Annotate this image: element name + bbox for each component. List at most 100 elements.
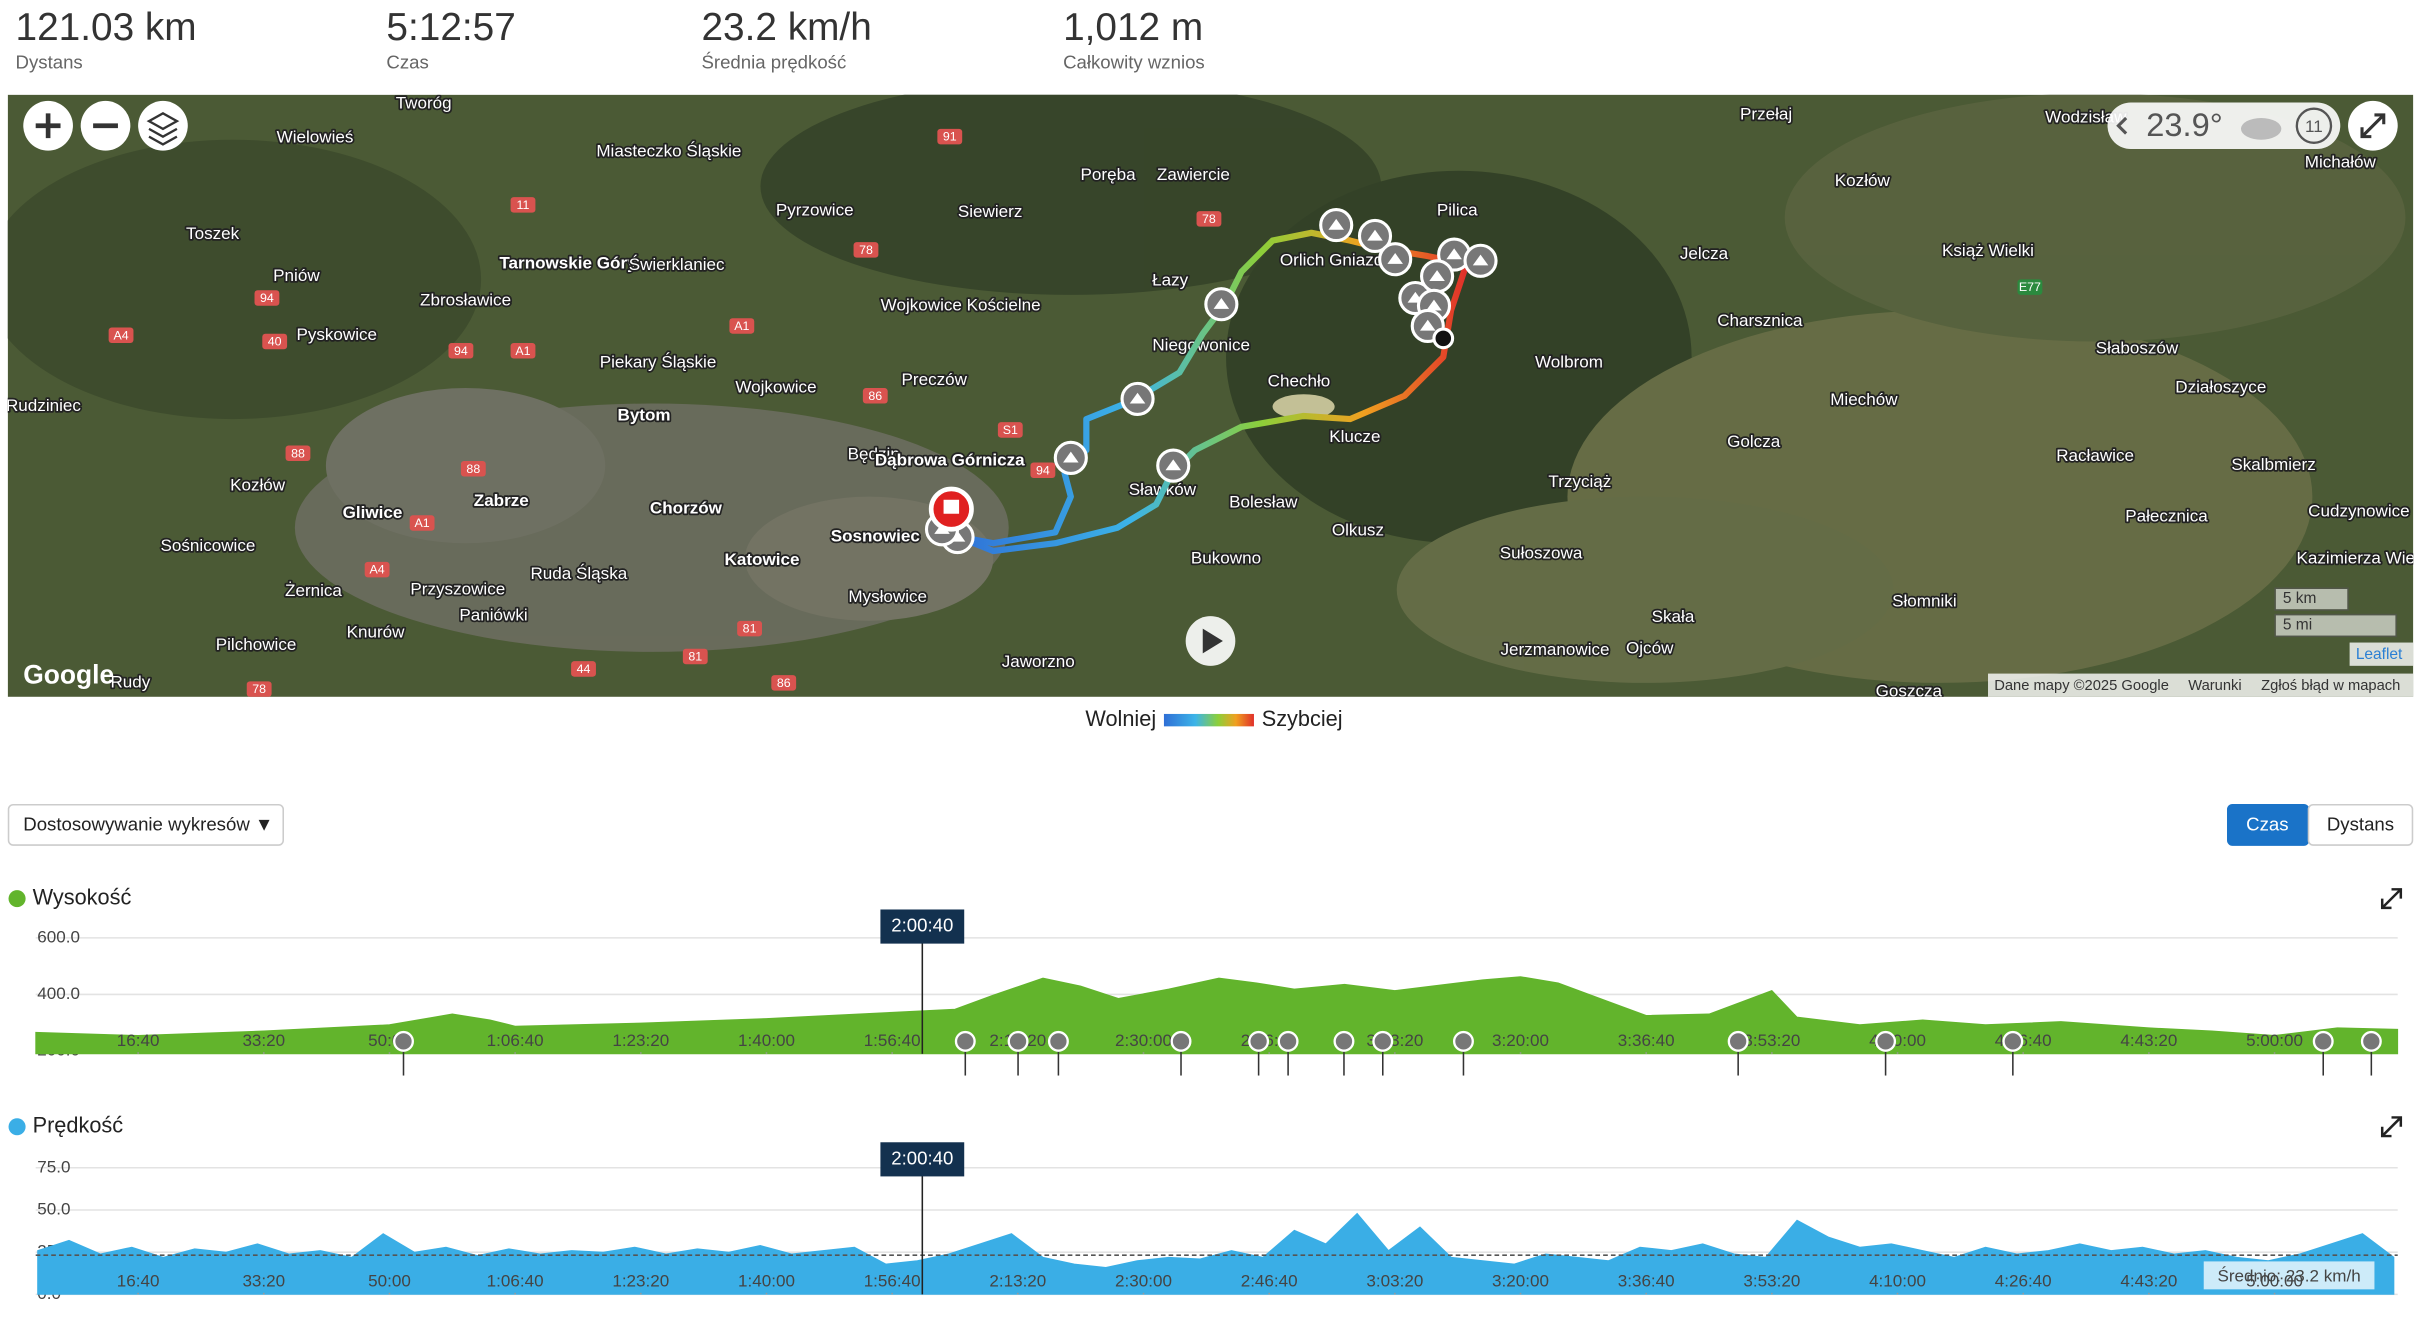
marker-icon xyxy=(1420,319,1436,331)
place-label: Pyrzowice xyxy=(776,201,854,220)
place-label: Kazimierza Wielka xyxy=(2297,548,2421,567)
marker-icon xyxy=(1063,451,1079,463)
place-label: Dąbrowa Górnicza xyxy=(875,450,1025,469)
event-marker[interactable] xyxy=(1452,1030,1474,1052)
event-marker[interactable] xyxy=(1333,1030,1355,1052)
marker-icon xyxy=(1426,299,1442,311)
end-marker[interactable] xyxy=(1432,327,1455,350)
attribution-bg xyxy=(1988,673,2414,697)
road-shield xyxy=(254,290,280,306)
road-shield xyxy=(246,681,272,697)
place-label: Wodzisław xyxy=(2045,108,2127,127)
place-label: Bukowno xyxy=(1191,548,1261,567)
place-label: Miasteczko Śląskie xyxy=(596,142,741,161)
place-label: Książ Wielki xyxy=(1942,241,2034,260)
place-label: Paniówki xyxy=(459,606,527,625)
marker-icon xyxy=(1328,218,1344,230)
place-label: Racławice xyxy=(2056,446,2134,465)
expand-icon[interactable] xyxy=(2380,888,2403,910)
event-marker[interactable] xyxy=(1727,1030,1749,1052)
zoom-out[interactable] xyxy=(80,100,131,151)
x-tick-label: 1:40:00 xyxy=(738,1271,795,1290)
event-marker[interactable] xyxy=(2360,1030,2382,1052)
stat-label: Całkowity wznios xyxy=(1063,52,1205,73)
place-label: Łazy xyxy=(1152,270,1189,289)
chart-dropdown[interactable] xyxy=(7,803,285,846)
road-shield xyxy=(937,128,963,145)
place-label: Pilica xyxy=(1437,201,1478,220)
expand-icon[interactable] xyxy=(2380,1116,2403,1138)
place-label: Sułoszowa xyxy=(1500,544,1583,563)
road-number: 94 xyxy=(1036,463,1050,477)
cursor-badge xyxy=(880,1142,965,1177)
leaflet-link[interactable]: Leaflet xyxy=(2356,646,2403,663)
place-label: Wojkowice Kościelne xyxy=(881,295,1041,314)
road-number: 94 xyxy=(260,291,274,305)
x-tick-label: 1:23:20 xyxy=(612,1271,669,1290)
x-tick-label: 1:56:40 xyxy=(864,1271,921,1290)
fullscreen[interactable] xyxy=(2348,100,2398,151)
place-label: Trzyciąż xyxy=(1548,472,1611,491)
place-label: Charsznica xyxy=(1717,311,1803,330)
chart-title: Prędkość xyxy=(33,1112,124,1137)
average-badge xyxy=(2203,1261,2375,1290)
event-marker[interactable] xyxy=(1047,1030,1069,1052)
place-label: Gliwice xyxy=(343,503,403,522)
road-shield xyxy=(285,445,311,461)
event-marker[interactable] xyxy=(1372,1030,1394,1052)
place-label: Cudzynowice xyxy=(2308,502,2409,521)
road-number: A4 xyxy=(113,328,128,342)
place-label: Poręba xyxy=(1081,165,1137,184)
x-tick-label: 3:53:20 xyxy=(1743,1031,1800,1050)
place-label: Wielowieś xyxy=(277,128,354,147)
area xyxy=(37,1212,2395,1295)
chart: Wysokość200.0400.0600.016:4033:2050:001:… xyxy=(8,884,2403,1076)
x-tick-label: 1:23:20 xyxy=(612,1031,669,1050)
road-number: 86 xyxy=(868,389,882,403)
terms-link[interactable]: Warunki xyxy=(2188,678,2242,694)
report-link[interactable]: Zgłoś błąd w mapach xyxy=(2261,678,2400,694)
event-marker[interactable] xyxy=(1007,1030,1029,1052)
place-label: Goszcza xyxy=(1876,682,1943,701)
zoom-in[interactable] xyxy=(23,100,73,151)
x-tick-label: 5:00:00 xyxy=(2246,1271,2303,1290)
layers[interactable] xyxy=(138,100,188,151)
weather-widget[interactable]: 23.9° 11 xyxy=(2107,102,2341,150)
place-label: Siewierz xyxy=(958,202,1022,221)
event-marker[interactable] xyxy=(2002,1030,2024,1052)
place-label: Pyskowice xyxy=(296,325,377,344)
place-label: Bytom xyxy=(618,405,671,424)
road-number: 78 xyxy=(859,243,873,257)
place-label: Skała xyxy=(1652,607,1695,626)
event-marker[interactable] xyxy=(1875,1030,1897,1052)
legend-gradient xyxy=(1163,713,1254,727)
place-label: Zawiercie xyxy=(1157,165,1230,184)
road-shield xyxy=(862,388,888,404)
place-label: Rudziniec xyxy=(6,396,81,415)
x-tick-label: 3:20:00 xyxy=(1492,1031,1549,1050)
road-number: 40 xyxy=(268,335,282,349)
event-marker[interactable] xyxy=(1277,1030,1299,1052)
x-tick-label: 1:56:40 xyxy=(864,1031,921,1050)
scale-km xyxy=(2274,587,2349,611)
place-label: Kozłów xyxy=(230,475,286,494)
toggle-distance[interactable] xyxy=(2307,803,2414,846)
road-shield xyxy=(853,242,879,258)
event-marker[interactable] xyxy=(393,1030,414,1052)
place-label: Mysłowice xyxy=(848,587,927,606)
cursor-label: 2:00:40 xyxy=(891,1147,953,1168)
event-marker[interactable] xyxy=(954,1030,976,1052)
place-label: Pilchowice xyxy=(216,635,297,654)
x-tick-label: 4:43:20 xyxy=(2120,1031,2177,1050)
place-label: Knurów xyxy=(347,623,406,642)
place-label: Przyszowice xyxy=(410,579,505,598)
place-label: Żernica xyxy=(285,581,342,600)
map[interactable]: Tworóg Wielowieś Miasteczko Śląskie Poręba Z… xyxy=(0,78,2421,701)
legend-fast: Szybciej xyxy=(1262,706,1343,731)
event-marker[interactable] xyxy=(1170,1030,1192,1052)
event-marker[interactable] xyxy=(1248,1030,1270,1052)
stat-value: 1,012 m xyxy=(1063,6,1203,49)
event-marker[interactable] xyxy=(2312,1030,2334,1052)
